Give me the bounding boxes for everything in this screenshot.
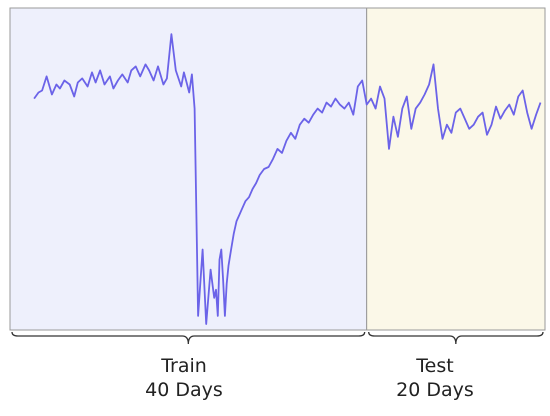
bracket-train	[11, 331, 366, 345]
bracket-test	[368, 331, 544, 345]
region-train	[9, 7, 368, 331]
test-region-label: Test 20 Days	[355, 354, 515, 402]
bracket-layer	[11, 331, 544, 345]
region-test	[366, 7, 546, 331]
train-region-label: Train 40 Days	[100, 354, 268, 402]
series-layer	[33, 33, 542, 325]
regions-layer	[9, 7, 546, 331]
test-duration: 20 Days	[396, 379, 474, 401]
test-name: Test	[416, 355, 454, 377]
series-line-0	[33, 33, 542, 325]
train-name: Train	[161, 355, 207, 377]
train-duration: 40 Days	[145, 379, 223, 401]
